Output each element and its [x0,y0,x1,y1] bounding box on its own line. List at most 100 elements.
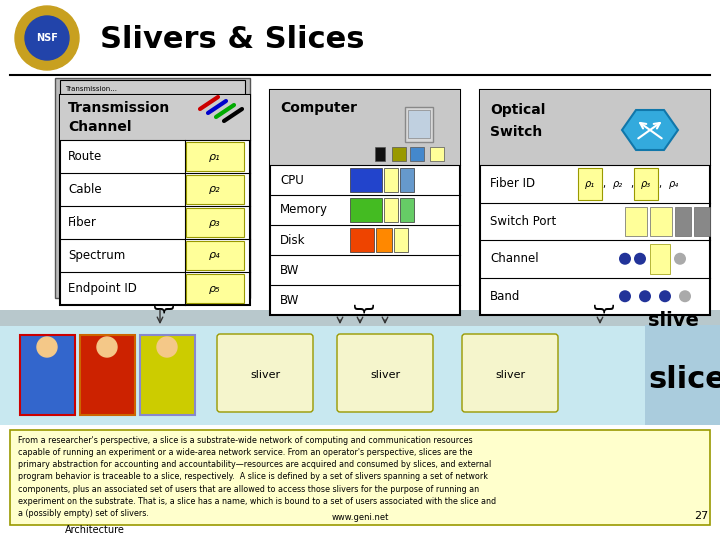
Text: ρ₂: ρ₂ [210,185,221,194]
Text: ρ₂: ρ₂ [613,179,623,189]
Bar [186,142,244,171]
Text: From a researcher's perspective, a slice is a substrate-wide network of computin: From a researcher's perspective, a slice… [18,436,496,518]
FancyBboxPatch shape [337,334,433,412]
Bar [376,228,392,252]
Text: ρ₄: ρ₄ [210,251,221,260]
Text: Fiber: Fiber [68,216,97,229]
Circle shape [639,291,651,302]
Text: sliver: sliver [495,370,525,380]
Bar [270,90,460,165]
Bar [186,175,244,204]
Circle shape [157,337,177,357]
Bar [186,274,244,303]
Text: ρ₁: ρ₁ [210,152,221,161]
Bar [10,430,710,525]
Text: Channel: Channel [68,120,132,134]
Bar [20,335,75,415]
Text: ρ₄: ρ₄ [669,179,679,189]
Bar [480,90,710,165]
Text: Computer: Computer [280,101,357,115]
Circle shape [659,291,671,302]
FancyBboxPatch shape [217,334,313,412]
Bar [60,80,245,98]
Text: ,: , [602,179,605,189]
Bar [400,198,414,222]
Text: Fiber ID: Fiber ID [490,177,535,190]
Bar [650,244,670,273]
Text: 27: 27 [694,511,708,521]
Text: NSF: NSF [36,33,58,43]
Bar [140,335,195,415]
Text: ρ₁: ρ₁ [585,179,595,189]
Circle shape [619,253,631,265]
Circle shape [674,253,686,265]
Bar [186,241,244,270]
Text: Disk: Disk [280,233,305,246]
Text: Optical: Optical [490,103,545,117]
Bar [384,168,397,192]
Bar [675,206,691,236]
Polygon shape [622,110,678,150]
Bar [375,147,385,161]
Bar [186,208,244,237]
Bar [80,335,135,415]
Text: ρ₅: ρ₅ [210,284,221,294]
Text: Transmission...: Transmission... [65,86,117,92]
Bar [400,168,414,192]
Text: }: } [350,303,370,317]
Circle shape [97,337,117,357]
Bar [394,228,408,252]
Bar [55,78,250,298]
Text: Route: Route [68,150,102,163]
Bar [350,228,374,252]
Text: Channel: Channel [490,252,539,265]
FancyBboxPatch shape [462,334,558,412]
Text: ,: , [658,179,661,189]
Circle shape [15,6,79,70]
Bar [578,168,602,199]
Bar [0,325,720,425]
Bar [350,198,382,222]
Circle shape [634,253,646,265]
Text: Endpoint ID: Endpoint ID [68,282,137,295]
Text: Slivers & Slices: Slivers & Slices [100,25,364,55]
Text: ,: , [630,179,633,189]
Text: slive: slive [648,310,699,329]
Text: ρ₃: ρ₃ [210,218,221,227]
Bar [384,198,397,222]
Text: slice: slice [648,366,720,395]
Bar [645,325,720,425]
Text: ρ₃: ρ₃ [641,179,651,189]
Text: sliver: sliver [370,370,400,380]
Text: Switch: Switch [490,125,542,139]
Text: Switch Port: Switch Port [490,215,557,228]
Text: sliver: sliver [250,370,280,380]
Circle shape [37,337,57,357]
Bar [350,168,382,192]
Bar [480,90,710,315]
Text: Cable: Cable [68,183,102,196]
Text: www.geni.net: www.geni.net [331,512,389,522]
Bar [60,95,250,140]
Bar [694,206,710,236]
Text: Spectrum: Spectrum [68,249,125,262]
Bar [634,168,658,199]
Text: BW: BW [280,264,300,276]
Text: Transmission: Transmission [68,101,170,115]
Circle shape [25,16,69,60]
Bar [60,95,250,305]
Bar [410,147,424,161]
Bar [0,310,720,326]
Text: }: } [590,303,610,317]
Bar [625,206,647,236]
Bar [392,147,406,161]
Circle shape [679,291,691,302]
Bar [270,90,460,315]
Bar [408,110,430,138]
Text: Band: Band [490,290,521,303]
Bar [430,147,444,161]
Text: CPU: CPU [280,173,304,186]
Circle shape [619,291,631,302]
Text: BW: BW [280,294,300,307]
Text: Memory: Memory [280,204,328,217]
